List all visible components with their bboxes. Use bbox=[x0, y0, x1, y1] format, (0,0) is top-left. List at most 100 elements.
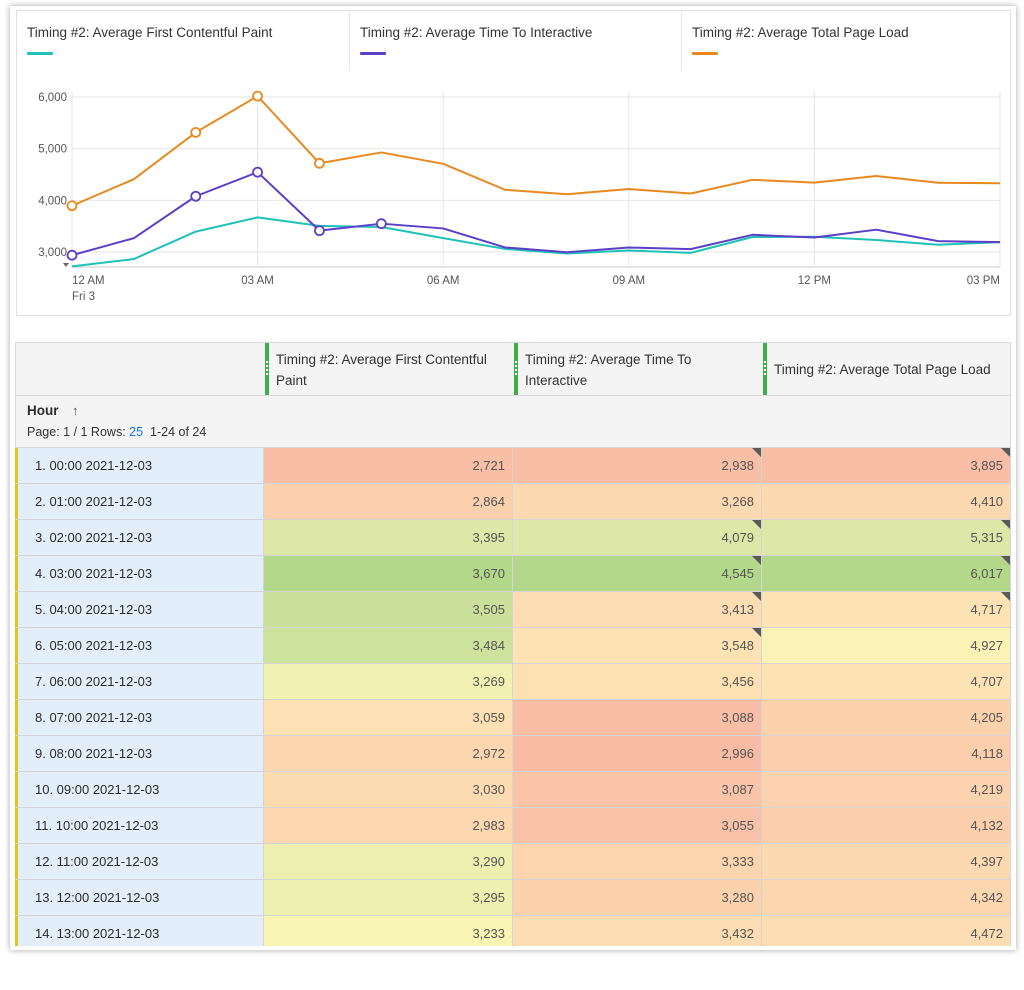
series-line-2[interactable] bbox=[71, 95, 1001, 207]
data-point-marker[interactable] bbox=[190, 190, 202, 202]
series-line-1[interactable] bbox=[71, 171, 1001, 257]
table-row[interactable]: 4. 03:00 2021-12-03 3,670 4,545 6,017 bbox=[15, 556, 1011, 592]
row-dimension-label[interactable]: 14. 13:00 2021-12-03 bbox=[15, 916, 264, 950]
metric-cell[interactable]: 3,670 bbox=[264, 556, 513, 591]
row-dimension-label[interactable]: 11. 10:00 2021-12-03 bbox=[15, 808, 264, 843]
metric-cell[interactable]: 3,295 bbox=[264, 880, 513, 915]
data-point-marker[interactable] bbox=[66, 200, 78, 212]
data-point-marker[interactable] bbox=[252, 166, 264, 178]
row-dimension-label[interactable]: 9. 08:00 2021-12-03 bbox=[15, 736, 264, 771]
legend-item-total-page-load[interactable]: Timing #2: Average Total Page Load bbox=[682, 11, 1008, 73]
metric-cell[interactable]: 3,268 bbox=[513, 484, 762, 519]
data-point-marker[interactable] bbox=[190, 126, 202, 138]
table-row[interactable]: 13. 12:00 2021-12-03 3,295 3,280 4,342 bbox=[15, 880, 1011, 916]
metric-cell[interactable]: 2,996 bbox=[513, 736, 762, 771]
row-dimension-label[interactable]: 1. 00:00 2021-12-03 bbox=[15, 448, 264, 483]
row-dimension-label[interactable]: 2. 01:00 2021-12-03 bbox=[15, 484, 264, 519]
metric-cell[interactable]: 3,413 bbox=[513, 592, 762, 627]
table-row[interactable]: 3. 02:00 2021-12-03 3,395 4,079 5,315 bbox=[15, 520, 1011, 556]
metric-cell[interactable]: 2,864 bbox=[264, 484, 513, 519]
legend-item-first-contentful-paint[interactable]: Timing #2: Average First Contentful Pain… bbox=[17, 11, 349, 73]
metric-cell[interactable]: 3,233 bbox=[264, 916, 513, 950]
metric-cell[interactable]: 2,972 bbox=[264, 736, 513, 771]
metric-cell[interactable]: 2,983 bbox=[264, 808, 513, 843]
metric-cell[interactable]: 3,290 bbox=[264, 844, 513, 879]
drag-handle-icon[interactable] bbox=[514, 343, 518, 395]
rows-per-page-select[interactable]: 25 bbox=[129, 425, 144, 439]
metric-cell[interactable]: 4,717 bbox=[762, 592, 1011, 627]
column-header-first-contentful-paint[interactable]: Timing #2: Average First Contentful Pain… bbox=[265, 343, 514, 395]
metric-cell[interactable]: 2,938 bbox=[513, 448, 762, 483]
row-dimension-label[interactable]: 7. 06:00 2021-12-03 bbox=[15, 664, 264, 699]
dimension-label[interactable]: Hour bbox=[27, 403, 59, 418]
data-point-marker[interactable] bbox=[314, 157, 325, 169]
metric-cell[interactable]: 4,707 bbox=[762, 664, 1011, 699]
metric-cell[interactable]: 4,545 bbox=[513, 556, 762, 591]
table-row[interactable]: 1. 00:00 2021-12-03 2,721 2,938 3,895 bbox=[15, 448, 1011, 484]
column-header-total-page-load[interactable]: Timing #2: Average Total Page Load bbox=[763, 343, 1012, 395]
metric-cell[interactable]: 5,315 bbox=[762, 520, 1011, 555]
metric-cell[interactable]: 3,030 bbox=[264, 772, 513, 807]
axis-caret-icon[interactable] bbox=[63, 263, 69, 267]
metric-value: 4,118 bbox=[971, 746, 1003, 761]
metric-cell[interactable]: 3,087 bbox=[513, 772, 762, 807]
x-tick-label: 12 AM bbox=[72, 275, 105, 287]
metric-value: 3,233 bbox=[472, 926, 505, 941]
metric-cell[interactable]: 3,088 bbox=[513, 700, 762, 735]
metric-cell[interactable]: 4,397 bbox=[762, 844, 1011, 879]
sort-ascending-icon[interactable]: ↑ bbox=[72, 403, 79, 418]
row-dimension-label[interactable]: 4. 03:00 2021-12-03 bbox=[15, 556, 264, 591]
table-row[interactable]: 7. 06:00 2021-12-03 3,269 3,456 4,707 bbox=[15, 664, 1011, 700]
table-row[interactable]: 2. 01:00 2021-12-03 2,864 3,268 4,410 bbox=[15, 484, 1011, 520]
metric-cell[interactable]: 3,484 bbox=[264, 628, 513, 663]
metric-cell[interactable]: 4,410 bbox=[762, 484, 1011, 519]
drag-handle-icon[interactable] bbox=[763, 343, 767, 395]
metric-cell[interactable]: 4,205 bbox=[762, 700, 1011, 735]
table-row[interactable]: 14. 13:00 2021-12-03 3,233 3,432 4,472 bbox=[15, 916, 1011, 950]
row-dimension-label[interactable]: 5. 04:00 2021-12-03 bbox=[15, 592, 264, 627]
row-dimension-label[interactable]: 12. 11:00 2021-12-03 bbox=[15, 844, 264, 879]
metric-cell[interactable]: 3,280 bbox=[513, 880, 762, 915]
row-dimension-label[interactable]: 10. 09:00 2021-12-03 bbox=[15, 772, 264, 807]
metric-cell[interactable]: 3,059 bbox=[264, 700, 513, 735]
series-line-0[interactable] bbox=[71, 216, 1001, 268]
drag-handle-icon[interactable] bbox=[265, 343, 269, 395]
metric-value: 3,456 bbox=[721, 674, 754, 689]
metric-cell[interactable]: 3,895 bbox=[762, 448, 1011, 483]
metric-cell[interactable]: 4,342 bbox=[762, 880, 1011, 915]
row-dimension-label[interactable]: 6. 05:00 2021-12-03 bbox=[15, 628, 264, 663]
metric-value: 3,280 bbox=[721, 890, 754, 905]
table-row[interactable]: 10. 09:00 2021-12-03 3,030 3,087 4,219 bbox=[15, 772, 1011, 808]
metric-cell[interactable]: 3,456 bbox=[513, 664, 762, 699]
table-row[interactable]: 9. 08:00 2021-12-03 2,972 2,996 4,118 bbox=[15, 736, 1011, 772]
data-point-marker[interactable] bbox=[375, 218, 387, 230]
metric-cell[interactable]: 3,432 bbox=[513, 916, 762, 950]
table-row[interactable]: 8. 07:00 2021-12-03 3,059 3,088 4,205 bbox=[15, 700, 1011, 736]
legend-item-time-to-interactive[interactable]: Timing #2: Average Time To Interactive bbox=[350, 11, 682, 73]
data-point-marker[interactable] bbox=[66, 249, 78, 261]
table-row[interactable]: 11. 10:00 2021-12-03 2,983 3,055 4,132 bbox=[15, 808, 1011, 844]
metric-cell[interactable]: 3,395 bbox=[264, 520, 513, 555]
data-point-marker[interactable] bbox=[252, 90, 264, 102]
row-dimension-label[interactable]: 13. 12:00 2021-12-03 bbox=[15, 880, 264, 915]
metric-cell[interactable]: 3,505 bbox=[264, 592, 513, 627]
metric-cell[interactable]: 4,927 bbox=[762, 628, 1011, 663]
table-row[interactable]: 12. 11:00 2021-12-03 3,290 3,333 4,397 bbox=[15, 844, 1011, 880]
metric-cell[interactable]: 6,017 bbox=[762, 556, 1011, 591]
metric-cell[interactable]: 4,132 bbox=[762, 808, 1011, 843]
metric-cell[interactable]: 3,548 bbox=[513, 628, 762, 663]
metric-cell[interactable]: 3,269 bbox=[264, 664, 513, 699]
table-row[interactable]: 5. 04:00 2021-12-03 3,505 3,413 4,717 bbox=[15, 592, 1011, 628]
metric-cell[interactable]: 3,333 bbox=[513, 844, 762, 879]
row-dimension-label[interactable]: 8. 07:00 2021-12-03 bbox=[15, 700, 264, 735]
column-header-time-to-interactive[interactable]: Timing #2: Average Time To Interactive bbox=[514, 343, 763, 395]
table-row[interactable]: 6. 05:00 2021-12-03 3,484 3,548 4,927 bbox=[15, 628, 1011, 664]
metric-cell[interactable]: 4,219 bbox=[762, 772, 1011, 807]
metric-cell[interactable]: 2,721 bbox=[264, 448, 513, 483]
row-dimension-label[interactable]: 3. 02:00 2021-12-03 bbox=[15, 520, 264, 555]
metric-cell[interactable]: 4,472 bbox=[762, 916, 1011, 950]
metric-cell[interactable]: 4,079 bbox=[513, 520, 762, 555]
data-point-marker[interactable] bbox=[314, 225, 325, 237]
metric-cell[interactable]: 4,118 bbox=[762, 736, 1011, 771]
metric-cell[interactable]: 3,055 bbox=[513, 808, 762, 843]
